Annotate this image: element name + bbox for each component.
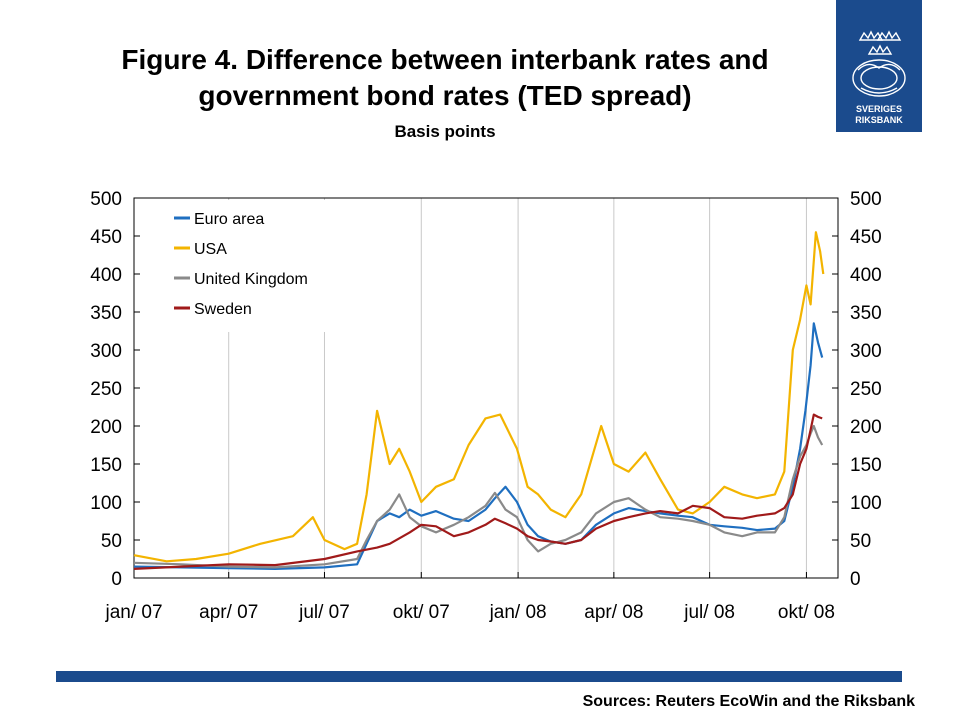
title-line-1: Figure 4. Difference between interbank r… (121, 44, 769, 75)
sources-note: Sources: Reuters EcoWin and the Riksbank (582, 693, 915, 710)
y-tick-label-right: 450 (850, 227, 882, 248)
x-tick-label: okt/ 08 (778, 602, 835, 623)
y-tick-label-right: 300 (850, 341, 882, 362)
y-tick-label-right: 400 (850, 265, 882, 286)
x-tick-label: apr/ 08 (584, 602, 643, 623)
y-tick-label-left: 200 (90, 417, 122, 438)
y-tick-label-right: 200 (850, 417, 882, 438)
x-tick-label: jul/ 08 (683, 602, 735, 623)
y-tick-label-left: 150 (90, 455, 122, 476)
legend-background (140, 200, 340, 332)
riksbank-emblem-icon (852, 30, 906, 97)
y-tick-label-right: 500 (850, 189, 882, 210)
logo-text-line-1: SVERIGES (855, 104, 902, 114)
y-tick-label-left: 50 (101, 531, 122, 552)
y-tick-label-right: 100 (850, 493, 882, 514)
y-tick-label-left: 500 (90, 189, 122, 210)
legend-label: Sweden (194, 301, 252, 318)
x-tick-label: jan/ 07 (104, 602, 162, 623)
chart-subtitle: Basis points (394, 122, 496, 141)
legend-label: USA (194, 241, 227, 258)
legend-label: United Kingdom (194, 271, 308, 288)
y-tick-label-left: 400 (90, 265, 122, 286)
y-tick-label-left: 450 (90, 227, 122, 248)
chart-legend: Euro area USA United Kingdom Sweden (140, 200, 340, 332)
title-line-2: government bond rates (TED spread) (198, 80, 692, 111)
y-tick-label-right: 50 (850, 531, 871, 552)
chart-title: Figure 4. Difference between interbank r… (60, 42, 830, 114)
riksbank-logo: SVERIGES RIKSBANK (836, 0, 922, 132)
series-line-usa (133, 231, 825, 563)
y-tick-label-left: 250 (90, 379, 122, 400)
chart-axes: 0 0 50 50 100 100 150 150 200 200 250 250 300 300 350 3… (90, 189, 881, 623)
y-tick-label-right: 150 (850, 455, 882, 476)
series-line-euro-area (133, 322, 824, 571)
y-tick-label-right: 350 (850, 303, 882, 324)
y-tick-label-left: 0 (111, 569, 122, 590)
logo-text-line-2: RIKSBANK (855, 115, 903, 125)
legend-label: Euro area (194, 211, 264, 228)
series-line-united-kingdom (133, 424, 824, 569)
series-line-sweden (133, 413, 823, 570)
y-tick-label-left: 300 (90, 341, 122, 362)
x-tick-label: jan/ 08 (489, 602, 547, 623)
footer-bar (56, 671, 902, 682)
series-lines (133, 231, 825, 571)
y-tick-label-right: 0 (850, 569, 861, 590)
y-tick-label-right: 250 (850, 379, 882, 400)
y-tick-label-left: 100 (90, 493, 122, 514)
x-tick-label: jul/ 07 (298, 602, 350, 623)
x-tick-label: apr/ 07 (199, 602, 258, 623)
y-tick-label-left: 350 (90, 303, 122, 324)
x-tick-label: okt/ 07 (393, 602, 450, 623)
